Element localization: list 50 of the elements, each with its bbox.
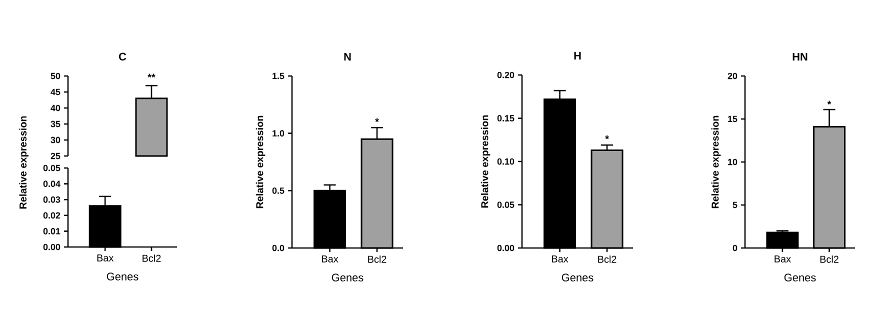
chart-title: H — [574, 52, 581, 60]
x-tick-label: Bcl2 — [820, 256, 838, 263]
x-axis-title: Genes — [784, 274, 816, 282]
x-tick-label: Bcl2 — [598, 256, 616, 263]
y-tick-label: 10 — [728, 158, 738, 166]
y-tick-label: 0.05 — [43, 164, 60, 172]
y-tick-label: 0.00 — [43, 244, 60, 250]
y-axis-title: Relative expression — [711, 116, 721, 208]
y-tick-label: 1.5 — [272, 72, 284, 80]
y-tick-label: 45 — [50, 88, 60, 96]
y-axis-title: Relative expression — [480, 115, 490, 208]
x-tick-label: Bax — [552, 256, 568, 262]
x-tick-label: Bax — [97, 254, 114, 262]
y-tick-label: 0.15 — [497, 115, 514, 122]
x-tick-label: Bax — [774, 256, 791, 262]
x-tick-label: Bax — [322, 256, 338, 262]
chart-title: HN — [792, 52, 808, 60]
y-tick-label: 5 — [732, 202, 738, 208]
y-tick-label: 0.04 — [43, 180, 60, 187]
y-tick-label: 0.00 — [497, 244, 514, 252]
y-tick-label: 1.0 — [272, 130, 284, 137]
y-tick-label: 0.5 — [272, 187, 284, 194]
x-tick-label: Bcl2 — [142, 254, 161, 262]
x-tick-label: Bcl2 — [368, 256, 386, 263]
y-tick-label: 0.10 — [497, 158, 514, 165]
annotation: ** — [148, 74, 156, 78]
annotation: * — [827, 100, 832, 104]
y-axis-title: Relative expression — [19, 116, 29, 209]
y-tick-label: 0.03 — [43, 196, 60, 203]
annotation: * — [605, 135, 609, 140]
x-axis-title: Genes — [106, 272, 138, 280]
y-tick-label: 25 — [50, 152, 60, 160]
x-axis-title: Genes — [562, 274, 594, 282]
chart-title: N — [344, 52, 351, 60]
y-tick-label: 15 — [728, 116, 738, 122]
annotation: * — [375, 118, 379, 122]
y-tick-label: 35 — [50, 120, 60, 128]
y-tick-label: 0.20 — [497, 72, 514, 78]
y-tick-label: 0 — [732, 244, 738, 252]
y-tick-label: 20 — [728, 72, 738, 80]
y-tick-label: 0.01 — [43, 228, 60, 234]
y-tick-label: 30 — [50, 136, 60, 144]
y-tick-label: 0.05 — [497, 202, 514, 208]
y-axis-title: Relative expression — [256, 116, 266, 208]
chart-title: C — [119, 52, 126, 60]
y-tick-label: 0.0 — [272, 244, 284, 252]
y-tick-label: 50 — [50, 72, 60, 80]
y-tick-label: 40 — [50, 104, 60, 112]
y-tick-label: 0.02 — [43, 212, 60, 219]
x-axis-title: Genes — [332, 274, 364, 282]
